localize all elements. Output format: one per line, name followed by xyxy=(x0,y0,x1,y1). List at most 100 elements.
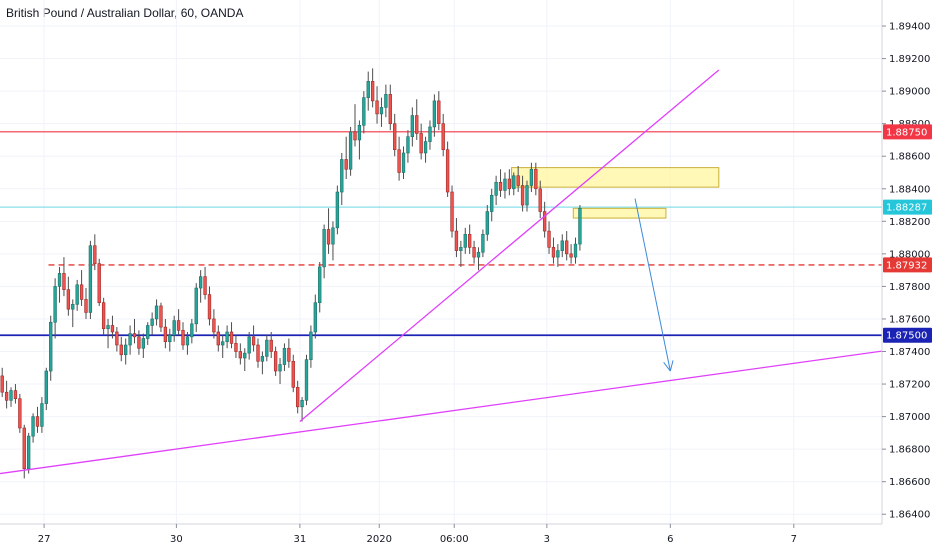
y-tick-label: 1.87600 xyxy=(889,314,930,325)
candle-body xyxy=(132,333,137,338)
candle-body xyxy=(560,240,564,251)
price-tag xyxy=(883,199,932,215)
candle-body xyxy=(490,194,494,212)
y-tick-label: 1.86800 xyxy=(889,445,930,456)
candle-body xyxy=(31,416,35,437)
chart-title: British Pound / Australian Dollar, 60, O… xyxy=(6,6,244,20)
candle-body xyxy=(194,287,198,325)
candle-body xyxy=(551,247,556,258)
candle-body xyxy=(569,253,573,258)
candle-body xyxy=(216,331,220,346)
candle-body xyxy=(212,318,216,333)
candle-body xyxy=(146,325,150,339)
x-tick-label: 06:00 xyxy=(440,534,469,545)
y-tick-label: 1.86600 xyxy=(889,477,930,488)
candles xyxy=(0,68,582,479)
candle-body xyxy=(556,250,560,258)
arrow-shaft xyxy=(634,198,671,372)
candle-body xyxy=(251,336,256,346)
candle-body xyxy=(26,435,31,469)
y-tick-label: 1.88400 xyxy=(889,184,930,195)
zone-rect xyxy=(572,207,667,219)
projection-arrow xyxy=(634,198,674,372)
y-tick-label: 1.87000 xyxy=(889,412,930,423)
candle-body xyxy=(428,126,432,142)
candle-body xyxy=(44,370,48,404)
supply-zones xyxy=(511,167,720,219)
candle-body xyxy=(93,245,97,264)
candle-body xyxy=(344,159,348,170)
price-tag-label: 1.87932 xyxy=(886,260,927,271)
x-tick-label: 7 xyxy=(791,534,797,545)
candle-body xyxy=(375,100,379,115)
candle-body xyxy=(547,230,551,248)
candle-body xyxy=(62,273,66,290)
candle-body xyxy=(542,211,547,232)
y-tick-label: 1.89400 xyxy=(889,22,930,33)
candle-body xyxy=(203,276,207,295)
candle-body xyxy=(225,331,229,343)
price-tag-label: 1.88750 xyxy=(886,127,927,138)
candle-body xyxy=(163,326,168,343)
grid xyxy=(0,0,882,524)
candle-body xyxy=(507,178,512,190)
candle-body xyxy=(441,123,445,151)
x-tick-label: 6 xyxy=(667,534,673,545)
candle-body xyxy=(101,302,106,330)
candle-body xyxy=(71,304,75,310)
candle-body xyxy=(229,331,234,344)
candle-body xyxy=(0,375,4,393)
arrow-head xyxy=(669,360,674,372)
candle-body xyxy=(362,97,366,126)
candle-body xyxy=(13,390,18,399)
candle-body xyxy=(247,336,251,354)
candle-body xyxy=(88,245,93,313)
candle-body xyxy=(75,284,79,305)
candle-body xyxy=(415,115,419,134)
candle-body xyxy=(221,341,225,346)
candle-body xyxy=(534,168,538,190)
y-tick-label: 1.87800 xyxy=(889,282,930,293)
candle-body xyxy=(326,229,331,245)
candle-body xyxy=(335,191,340,229)
candle-body xyxy=(66,289,71,310)
candle-body xyxy=(384,94,388,108)
candle-body xyxy=(207,294,212,320)
trendline xyxy=(299,69,720,422)
x-tick-label: 31 xyxy=(294,534,307,545)
candle-body xyxy=(97,263,101,303)
candle-body xyxy=(397,149,401,173)
time-axis[interactable]: 27 30 31 2020 06:00 3 6 7 xyxy=(38,524,797,545)
candle-body xyxy=(84,299,88,313)
candle-body xyxy=(353,131,357,141)
horizontal-levels xyxy=(0,131,882,337)
candle-body xyxy=(185,336,190,346)
candle-body xyxy=(406,136,410,154)
candle-body xyxy=(437,100,441,124)
candle-body xyxy=(454,230,459,251)
x-tick-label: 30 xyxy=(170,534,183,545)
candle-body xyxy=(172,320,176,336)
y-tick-label: 1.89200 xyxy=(889,54,930,65)
candle-body xyxy=(419,133,423,154)
candle-body xyxy=(516,175,520,186)
candle-body xyxy=(573,243,578,258)
candle-body xyxy=(282,347,287,365)
candle-body xyxy=(388,94,392,124)
x-tick-label: 27 xyxy=(38,534,51,545)
candle-body xyxy=(35,416,40,427)
candle-body xyxy=(269,339,273,352)
price-tag xyxy=(883,327,932,343)
candle-body xyxy=(124,344,128,356)
candle-body xyxy=(432,100,437,128)
candle-body xyxy=(520,185,525,206)
price-tag xyxy=(883,257,932,273)
candle-body xyxy=(481,234,485,253)
candle-body xyxy=(538,188,542,212)
candle-body xyxy=(265,339,269,357)
candle-body xyxy=(309,331,313,360)
candle-body xyxy=(494,181,498,196)
time-axis-bg xyxy=(0,524,932,550)
x-tick-label: 3 xyxy=(544,534,550,545)
